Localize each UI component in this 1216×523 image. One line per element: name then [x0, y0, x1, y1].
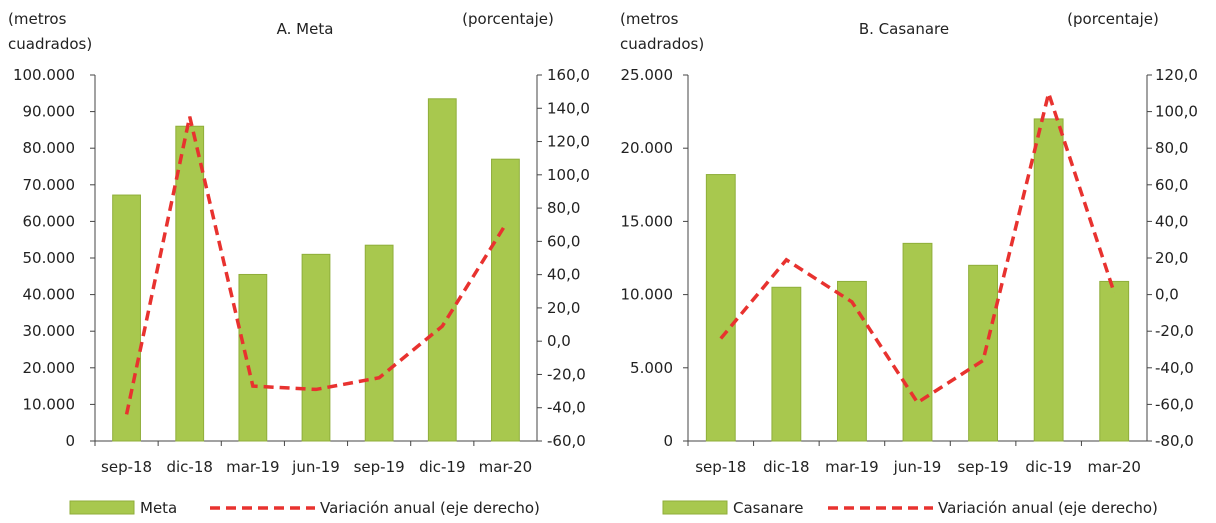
- left-tick-label: 100.000: [13, 66, 75, 84]
- category-label: sep-18: [101, 458, 152, 476]
- right-tick-label: 160,0: [547, 66, 590, 84]
- left-tick-label: 25.000: [621, 66, 674, 84]
- category-label: sep-19: [958, 458, 1009, 476]
- bar: [301, 253, 331, 442]
- right-tick-label: 100,0: [1155, 103, 1198, 121]
- right-tick-label: 100,0: [547, 166, 590, 184]
- left-tick-label: 10.000: [621, 286, 674, 304]
- right-tick-label: 60,0: [1155, 176, 1188, 194]
- legend-bar-swatch: [662, 500, 728, 515]
- bar: [364, 244, 394, 442]
- chart-panel-meta: A. Meta (metros cuadrados) (porcentaje) 0 10.…: [8, 10, 590, 517]
- bar: [112, 194, 141, 442]
- left-tick-label: 30.000: [23, 322, 76, 340]
- chart-title: B. Casanare: [859, 20, 949, 38]
- category-label: mar-20: [479, 458, 533, 476]
- category-label: mar-19: [825, 458, 879, 476]
- right-tick-label: 80,0: [1155, 139, 1188, 157]
- chart-title: A. Meta: [277, 20, 334, 38]
- left-axis-label-line-2: cuadrados): [8, 35, 92, 53]
- legend-bar-swatch: [69, 500, 135, 515]
- right-tick-label: -20,0: [547, 365, 586, 383]
- left-tick-label: 10.000: [23, 395, 76, 413]
- category-label: mar-19: [226, 458, 280, 476]
- category-label: jun-19: [291, 458, 340, 476]
- left-tick-label: 80.000: [23, 139, 76, 157]
- bar: [175, 125, 205, 442]
- left-tick-label: 20.000: [23, 359, 76, 377]
- category-label: dic-19: [1025, 458, 1071, 476]
- right-axis-label: (porcentaje): [1067, 10, 1159, 28]
- bar: [705, 174, 736, 442]
- right-tick-label: -40,0: [547, 399, 586, 417]
- right-tick-label: 0,0: [1155, 286, 1179, 304]
- right-tick-label: 140,0: [547, 99, 590, 117]
- bar: [771, 286, 802, 442]
- left-tick-label: 70.000: [23, 176, 76, 194]
- right-tick-label: 80,0: [547, 199, 580, 217]
- right-tick-label: 20,0: [547, 299, 580, 317]
- category-label: sep-19: [354, 458, 405, 476]
- right-tick-label: 20,0: [1155, 249, 1188, 267]
- left-tick-label: 50.000: [23, 249, 76, 267]
- left-tick-label: 5.000: [630, 359, 673, 377]
- category-label: mar-20: [1087, 458, 1141, 476]
- left-tick-label: 40.000: [23, 286, 76, 304]
- left-axis-label-line-2: cuadrados): [620, 35, 704, 53]
- left-axis-label-line-1: (metros: [620, 10, 679, 28]
- chart-panel-casanare: B. Casanare (metros cuadrados) (porcentaje)…: [620, 10, 1198, 517]
- legend-line-label: Variación anual (eje derecho): [938, 499, 1158, 517]
- bar: [1099, 280, 1130, 442]
- left-tick-label: 20.000: [621, 139, 674, 157]
- right-axis-label: (porcentaje): [462, 10, 554, 28]
- left-tick-label: 60.000: [23, 212, 76, 230]
- bar: [837, 280, 867, 442]
- left-axis-label-line-1: (metros: [8, 10, 67, 28]
- category-label: dic-18: [763, 458, 809, 476]
- legend-line-label: Variación anual (eje derecho): [320, 499, 540, 517]
- left-tick-label: 0: [65, 432, 75, 450]
- category-label: sep-18: [695, 458, 746, 476]
- right-tick-label: 120,0: [547, 133, 590, 151]
- bar: [238, 273, 268, 442]
- right-tick-label: -80,0: [1155, 432, 1194, 450]
- left-tick-label: 0: [663, 432, 673, 450]
- right-tick-label: 60,0: [547, 232, 580, 250]
- bar: [1033, 118, 1064, 442]
- bar: [427, 98, 457, 442]
- right-tick-label: 120,0: [1155, 66, 1198, 84]
- right-tick-label: 0,0: [547, 332, 571, 350]
- right-tick-label: -40,0: [1155, 359, 1194, 377]
- right-tick-label: -20,0: [1155, 322, 1194, 340]
- category-label: jun-19: [893, 458, 942, 476]
- left-tick-label: 90.000: [23, 103, 76, 121]
- right-tick-label: 40,0: [547, 266, 580, 284]
- right-tick-label: -60,0: [547, 432, 586, 450]
- category-label: dic-18: [166, 458, 212, 476]
- right-tick-label: 40,0: [1155, 212, 1188, 230]
- bar: [491, 158, 520, 442]
- bar: [902, 242, 933, 442]
- category-label: dic-19: [419, 458, 465, 476]
- right-tick-label: -60,0: [1155, 395, 1194, 413]
- legend-bar-label: Casanare: [733, 499, 803, 517]
- left-tick-label: 15.000: [621, 212, 674, 230]
- legend-bar-label: Meta: [140, 499, 177, 517]
